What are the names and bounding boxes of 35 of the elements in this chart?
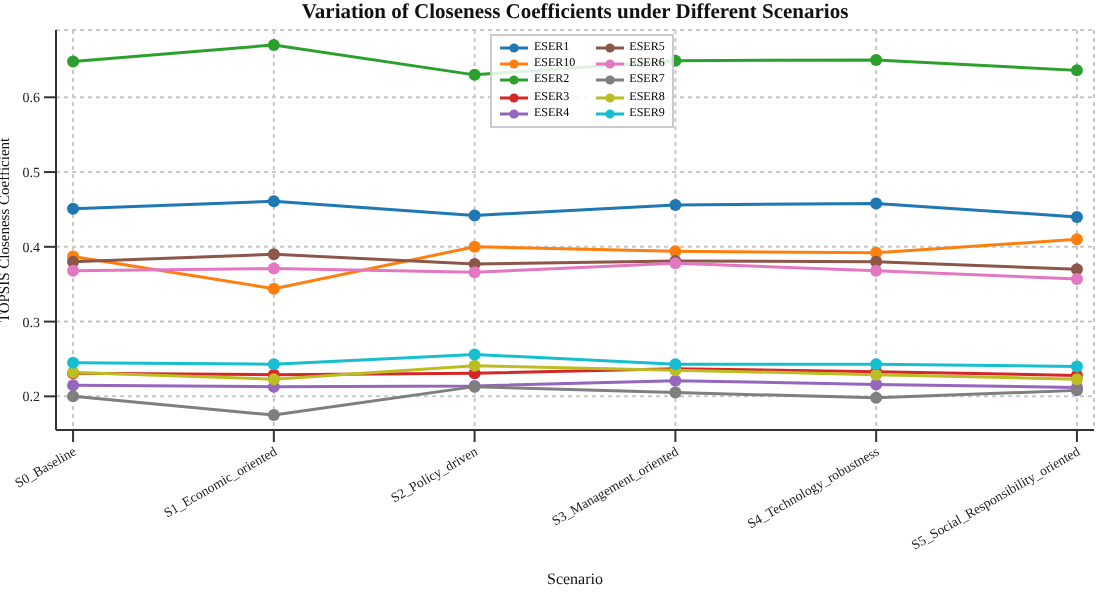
point: [267, 373, 280, 386]
point: [1070, 64, 1083, 77]
point: [267, 358, 280, 371]
point: [267, 38, 280, 51]
point: [870, 197, 883, 210]
point: [468, 209, 481, 222]
point: [468, 348, 481, 361]
point: [1070, 233, 1083, 246]
point: [1070, 272, 1083, 285]
point: [67, 390, 80, 403]
point: [267, 195, 280, 208]
point: [67, 356, 80, 369]
point: [468, 359, 481, 372]
point: [267, 248, 280, 261]
point: [468, 240, 481, 253]
point: [468, 68, 481, 81]
point: [669, 374, 682, 387]
point: [468, 266, 481, 279]
point: [67, 264, 80, 277]
point: [267, 262, 280, 275]
point: [267, 282, 280, 295]
x-axis-title: Scenario: [547, 570, 603, 588]
point: [1070, 360, 1083, 373]
point: [1070, 210, 1083, 223]
point: [669, 198, 682, 211]
point: [669, 386, 682, 399]
point: [67, 379, 80, 392]
point: [67, 55, 80, 68]
point: [870, 264, 883, 277]
point: [870, 358, 883, 371]
point: [67, 202, 80, 215]
point: [870, 53, 883, 66]
chart-title: Variation of Closeness Coefficients under Different Scenarios: [299, 2, 851, 24]
point: [267, 409, 280, 422]
point: [870, 391, 883, 404]
